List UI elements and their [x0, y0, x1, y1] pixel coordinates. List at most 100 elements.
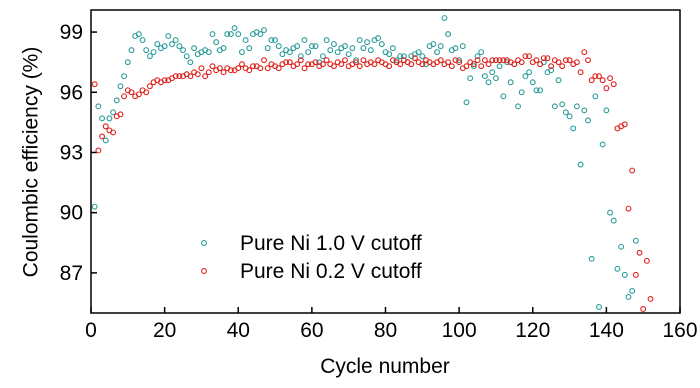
- data-point: [353, 59, 359, 66]
- x-tick-label: 20: [153, 319, 176, 342]
- data-point: [408, 61, 415, 68]
- x-tick-label: 160: [662, 319, 697, 342]
- data-point: [522, 53, 529, 60]
- data-point: [511, 61, 518, 68]
- data-point: [621, 121, 628, 128]
- data-point: [588, 255, 595, 262]
- data-point: [636, 249, 643, 256]
- data-point: [537, 87, 544, 94]
- data-point: [522, 73, 529, 80]
- data-point: [165, 33, 172, 40]
- data-point: [216, 65, 223, 72]
- data-point: [489, 57, 496, 64]
- data-point: [275, 65, 282, 72]
- data-point: [412, 55, 418, 62]
- data-point: [581, 107, 588, 114]
- data-point: [128, 89, 135, 96]
- data-point: [533, 87, 540, 94]
- data-point: [481, 57, 488, 64]
- data-point: [264, 65, 271, 72]
- data-point: [128, 47, 135, 54]
- data-point: [220, 69, 227, 76]
- data-point: [113, 97, 120, 104]
- data-point: [227, 67, 234, 74]
- data-point: [202, 73, 209, 80]
- data-point: [647, 296, 654, 302]
- data-point: [143, 89, 150, 96]
- data-point: [445, 59, 452, 66]
- data-point: [478, 63, 485, 70]
- data-point: [581, 49, 588, 56]
- y-tick-label: 87: [60, 262, 83, 285]
- data-point: [445, 31, 452, 38]
- data-point: [632, 237, 639, 244]
- data-point: [272, 37, 279, 44]
- data-point: [275, 43, 282, 50]
- data-point: [419, 61, 426, 68]
- data-point: [91, 81, 98, 88]
- data-point: [592, 73, 599, 80]
- data-point: [470, 61, 477, 68]
- data-point: [143, 47, 150, 54]
- y-tick-label: 90: [60, 202, 83, 225]
- data-point: [297, 53, 304, 60]
- data-point: [198, 65, 205, 72]
- data-point: [176, 43, 183, 50]
- data-point: [279, 51, 286, 58]
- data-point: [261, 27, 267, 34]
- data-point: [319, 61, 326, 68]
- data-point: [238, 49, 245, 56]
- data-point: [585, 117, 591, 124]
- data-point: [518, 89, 525, 96]
- data-point: [640, 306, 647, 312]
- data-point: [548, 63, 555, 70]
- data-point: [312, 43, 319, 50]
- data-point: [261, 57, 267, 64]
- data-point: [643, 257, 650, 264]
- legend-label: Pure Ni 1.0 V cutoff: [240, 232, 422, 255]
- data-point: [526, 69, 533, 76]
- data-point: [135, 31, 142, 38]
- data-point: [577, 161, 584, 168]
- data-point: [308, 43, 315, 50]
- x-tick-label: 40: [227, 319, 250, 342]
- data-point: [268, 37, 275, 44]
- data-point: [492, 75, 499, 82]
- data-point: [110, 129, 117, 136]
- data-point: [319, 53, 326, 60]
- data-point: [437, 57, 444, 64]
- data-point: [312, 59, 319, 66]
- data-point: [220, 45, 227, 52]
- data-point: [529, 79, 536, 86]
- data-point: [187, 73, 194, 80]
- data-point: [213, 39, 220, 46]
- data-point: [629, 287, 636, 294]
- data-point: [99, 115, 105, 122]
- data-point: [297, 57, 304, 64]
- data-point: [246, 45, 253, 52]
- data-point: [566, 57, 573, 64]
- data-point: [386, 51, 393, 58]
- data-point: [625, 205, 632, 212]
- data-point: [172, 37, 179, 44]
- data-point: [441, 15, 448, 21]
- data-point: [599, 77, 606, 84]
- x-axis-label: Cycle number: [320, 355, 450, 378]
- data-point: [121, 93, 128, 100]
- data-point: [596, 304, 602, 310]
- data-point: [99, 133, 105, 140]
- data-point: [610, 81, 617, 88]
- data-point: [135, 91, 142, 98]
- data-point: [397, 53, 404, 60]
- data-point: [264, 45, 271, 52]
- data-point: [555, 77, 562, 84]
- data-point: [437, 43, 444, 50]
- data-point: [456, 59, 463, 66]
- data-point: [180, 47, 186, 54]
- data-point: [224, 31, 231, 38]
- data-point: [573, 103, 580, 110]
- data-point: [102, 123, 109, 130]
- data-point: [305, 61, 312, 68]
